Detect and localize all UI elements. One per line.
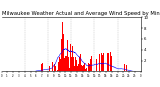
Text: Milwaukee Weather Actual and Average Wind Speed by Minute mph (Last 24 Hours): Milwaukee Weather Actual and Average Win… — [2, 11, 160, 16]
